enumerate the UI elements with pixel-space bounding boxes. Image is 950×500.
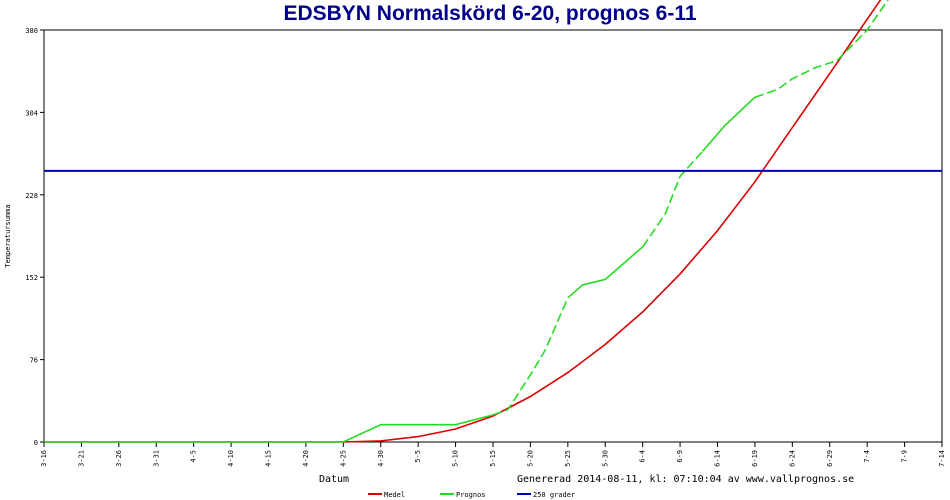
series-segment-dashed xyxy=(836,0,889,61)
series-segment-dashed xyxy=(754,59,838,98)
legend: Medel Prognos 250 grader xyxy=(368,491,575,499)
y-tick-label: 228 xyxy=(25,192,38,200)
x-tick-label: 6-19 xyxy=(751,450,759,467)
x-tick-label: 3-26 xyxy=(115,450,123,467)
x-tick-label: 7-4 xyxy=(863,450,871,463)
series-segment-solid xyxy=(44,414,494,443)
legend-label: 250 grader xyxy=(533,491,575,499)
y-tick-label: 76 xyxy=(30,357,38,365)
y-tick-label: 0 xyxy=(34,439,38,447)
x-tick-label: 5-5 xyxy=(414,450,422,463)
footer-text: Genererad 2014-08-11, kl: 07:10:04 av ww… xyxy=(517,474,854,485)
plot-area xyxy=(43,29,943,443)
x-tick-label: 4-20 xyxy=(302,450,310,467)
legend-label: Prognos xyxy=(456,491,486,499)
series-medel xyxy=(44,0,882,443)
legend-label: Medel xyxy=(384,491,405,499)
x-tick-label: 3-16 xyxy=(40,450,48,467)
x-tick-label: 4-15 xyxy=(265,450,273,467)
x-tick-label: 5-10 xyxy=(452,450,460,467)
x-axis: 3-16 3-21 3-26 3-31 4-5 4-10 4-15 4-20 4-25 4-30 5… xyxy=(40,442,946,467)
x-tick-label: 6-14 xyxy=(714,450,722,467)
x-tick-label: 5-20 xyxy=(526,450,534,467)
series-segment-solid xyxy=(701,96,756,152)
chart-title: EDSBYN Normalskörd 6-20, prognos 6-11 xyxy=(283,2,696,25)
x-axis-label: Datum xyxy=(319,474,349,485)
series-line xyxy=(44,0,882,443)
y-axis: 0 76 152 228 304 380 xyxy=(25,27,44,447)
x-tick-label: 6-29 xyxy=(826,450,834,467)
series-segment-solid xyxy=(567,246,644,299)
x-tick-label: 4-10 xyxy=(227,450,235,467)
series-prognos xyxy=(44,0,889,443)
x-tick-label: 6-9 xyxy=(676,450,684,463)
x-tick-label: 6-4 xyxy=(639,450,647,463)
x-tick-label: 3-21 xyxy=(77,450,85,467)
y-tick-label: 380 xyxy=(25,27,38,35)
x-tick-label: 4-30 xyxy=(377,450,385,467)
x-tick-label: 7-9 xyxy=(901,450,909,463)
y-tick-label: 152 xyxy=(25,274,38,282)
series-segment-dashed xyxy=(642,150,704,248)
x-tick-label: 5-30 xyxy=(601,450,609,467)
x-tick-label: 4-25 xyxy=(339,450,347,467)
x-tick-label: 5-25 xyxy=(564,450,572,467)
x-tick-label: 6-24 xyxy=(788,450,796,467)
series-segment-dashed xyxy=(492,297,569,416)
x-tick-label: 5-15 xyxy=(489,450,497,467)
series-layer xyxy=(44,0,942,443)
y-tick-label: 304 xyxy=(25,109,38,117)
x-tick-label: 7-14 xyxy=(938,450,946,467)
x-tick-label: 4-5 xyxy=(190,450,198,463)
y-axis-label: Temperatursumma xyxy=(4,204,12,267)
x-tick-label: 3-31 xyxy=(152,450,160,467)
